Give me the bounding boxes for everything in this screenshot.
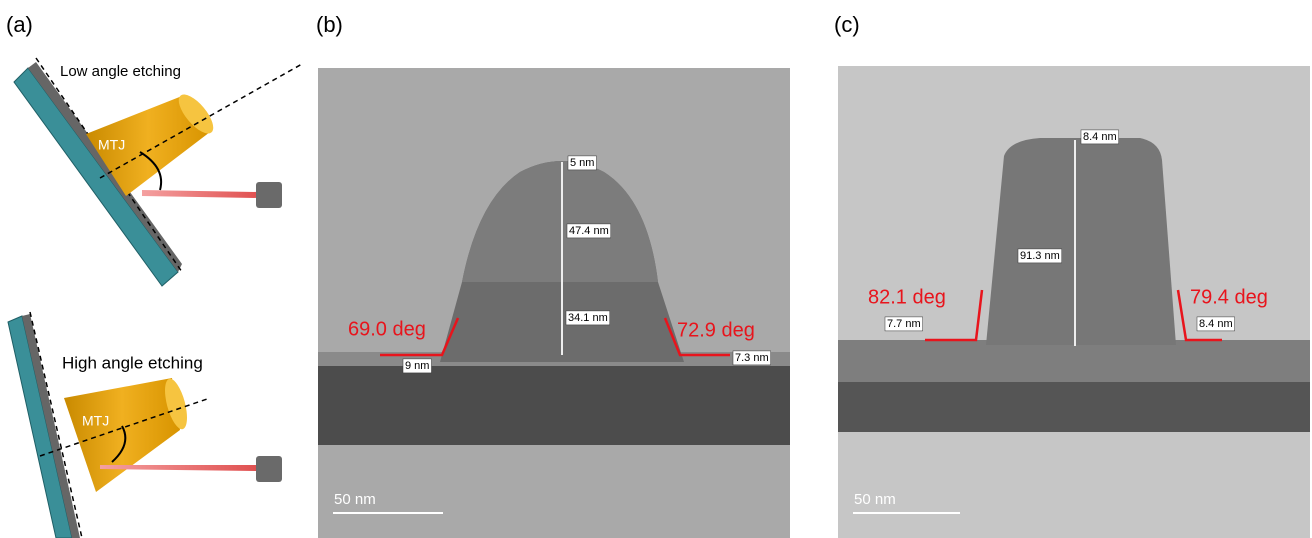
mtj-cone	[64, 378, 180, 492]
pillar	[986, 138, 1176, 345]
substrate-band	[838, 382, 1310, 432]
panel-c: (c) 8.4 nm 91.3 nm 7.7 nm 8.4 nm 82.1 de…	[834, 12, 1310, 538]
beam	[142, 190, 258, 198]
film-stack	[838, 340, 1310, 382]
wafer	[8, 316, 72, 538]
diagram-title: High angle etching	[62, 353, 203, 372]
ion-gun	[256, 182, 282, 208]
figure: (a) Low angle etching MTJ High angle etc…	[0, 0, 1312, 538]
angle-label: 82.1 deg	[868, 286, 946, 308]
scale-label: 50 nm	[334, 491, 376, 508]
mtj-label: MTJ	[82, 413, 109, 429]
measurement: 7.3 nm	[735, 352, 769, 364]
panel-b: (b) 5 nm 47.4 nm 34.1 nm 9 nm 7.3 nm 69.…	[316, 12, 790, 538]
measurement: 9 nm	[405, 360, 429, 372]
measurement: 7.7 nm	[887, 318, 921, 330]
panel-label: (c)	[834, 12, 860, 37]
measurement: 5 nm	[570, 157, 594, 169]
ion-gun	[256, 456, 282, 482]
mtj-label: MTJ	[98, 137, 125, 153]
measurement: 91.3 nm	[1020, 250, 1060, 262]
measurement: 8.4 nm	[1199, 318, 1233, 330]
angle-label: 72.9 deg	[677, 319, 755, 341]
measurement: 8.4 nm	[1083, 131, 1117, 143]
panel-a: (a) Low angle etching MTJ High angle etc…	[6, 12, 302, 538]
scale-label: 50 nm	[854, 491, 896, 508]
wafer	[14, 68, 178, 286]
measurement: 47.4 nm	[569, 225, 609, 237]
diagram-title: Low angle etching	[60, 63, 181, 80]
measurement: 34.1 nm	[568, 312, 608, 324]
angle-label: 69.0 deg	[348, 318, 426, 340]
panel-label: (a)	[6, 12, 33, 37]
substrate-band	[318, 365, 790, 445]
panel-label: (b)	[316, 12, 343, 37]
angle-label: 79.4 deg	[1190, 286, 1268, 308]
